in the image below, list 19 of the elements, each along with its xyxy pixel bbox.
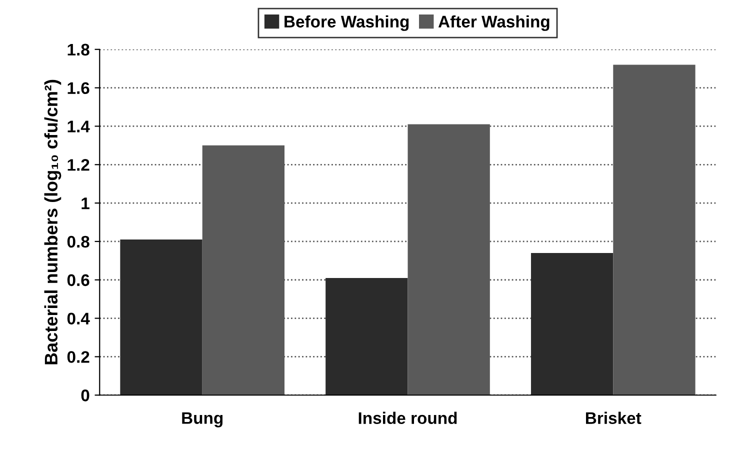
- y-tick-label: 0.8: [67, 236, 90, 248]
- y-tick-label: 0: [81, 390, 90, 402]
- x-tick-label: Bung: [182, 412, 223, 428]
- legend-label: Before Washing: [284, 15, 409, 31]
- y-tick-label: 0.2: [67, 351, 90, 363]
- bar: [120, 240, 202, 396]
- y-tick-label: 1.2: [68, 159, 90, 171]
- x-tick-label: Brisket: [586, 412, 642, 424]
- bar: [326, 278, 408, 396]
- y-tick-label: 0.4: [67, 312, 90, 324]
- x-tick-label: Inside round: [358, 412, 457, 424]
- legend-label: After Washing: [438, 15, 550, 31]
- y-tick-label: 1.6: [68, 82, 90, 94]
- y-tick-label: 1.4: [68, 120, 90, 132]
- y-axis-title: Bacterial numbers (log₁₀ cfu/cm²): [44, 80, 62, 364]
- y-tick-label: 1.8: [68, 44, 90, 56]
- y-tick-label: 0.6: [67, 274, 90, 286]
- bar: [530, 252, 614, 396]
- y-tick-label: 1: [82, 198, 90, 210]
